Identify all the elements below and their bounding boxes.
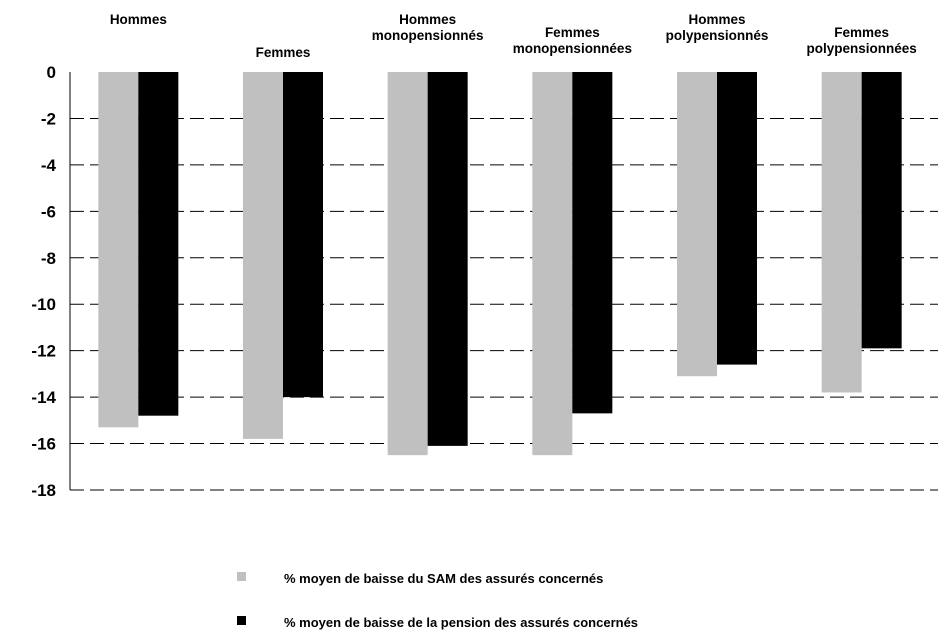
y-tick-label: 0 <box>47 63 56 82</box>
legend-label: % moyen de baisse de la pension des assu… <box>284 615 638 630</box>
category-label: polypensionnés <box>666 28 769 43</box>
bar <box>821 72 862 393</box>
category-label: Hommes <box>688 12 745 27</box>
category-label: Hommes <box>110 12 167 27</box>
bar <box>861 72 902 349</box>
y-tick-label: -14 <box>31 388 56 407</box>
bar <box>572 72 613 414</box>
category-label: Femmes <box>256 45 311 60</box>
bar <box>427 72 468 446</box>
y-tick-label: -6 <box>41 202 56 221</box>
bar <box>387 72 428 456</box>
y-tick-labels: 0 -2 -4 -6 -8 -10 -12 -14 -16 -18 <box>31 63 56 500</box>
legend-swatch <box>237 572 246 581</box>
category-label: Femmes <box>545 25 600 40</box>
category-label: Femmes <box>834 25 889 40</box>
y-tick-label: -10 <box>31 295 56 314</box>
bar <box>243 72 283 439</box>
bar <box>98 72 139 428</box>
y-tick-label: -8 <box>41 249 56 268</box>
legend: % moyen de baisse du SAM des assurés con… <box>237 571 638 630</box>
bar <box>677 72 717 377</box>
category-label: monopensionnées <box>513 41 632 56</box>
bars <box>98 72 902 456</box>
y-tick-label: -16 <box>31 435 56 454</box>
legend-label: % moyen de baisse du SAM des assurés con… <box>284 571 603 586</box>
y-tick-label: -4 <box>41 156 57 175</box>
bar <box>532 72 573 456</box>
y-tick-label: -18 <box>31 481 56 500</box>
category-label: polypensionnées <box>807 41 917 56</box>
y-tick-label: -12 <box>31 342 56 361</box>
y-tick-label: -2 <box>41 109 56 128</box>
legend-swatch <box>237 616 246 625</box>
bar <box>717 72 757 365</box>
category-label: Hommes <box>399 12 456 27</box>
bar <box>283 72 323 398</box>
gridlines <box>70 117 938 491</box>
category-label: monopensionnés <box>372 28 484 43</box>
bar <box>138 72 179 416</box>
